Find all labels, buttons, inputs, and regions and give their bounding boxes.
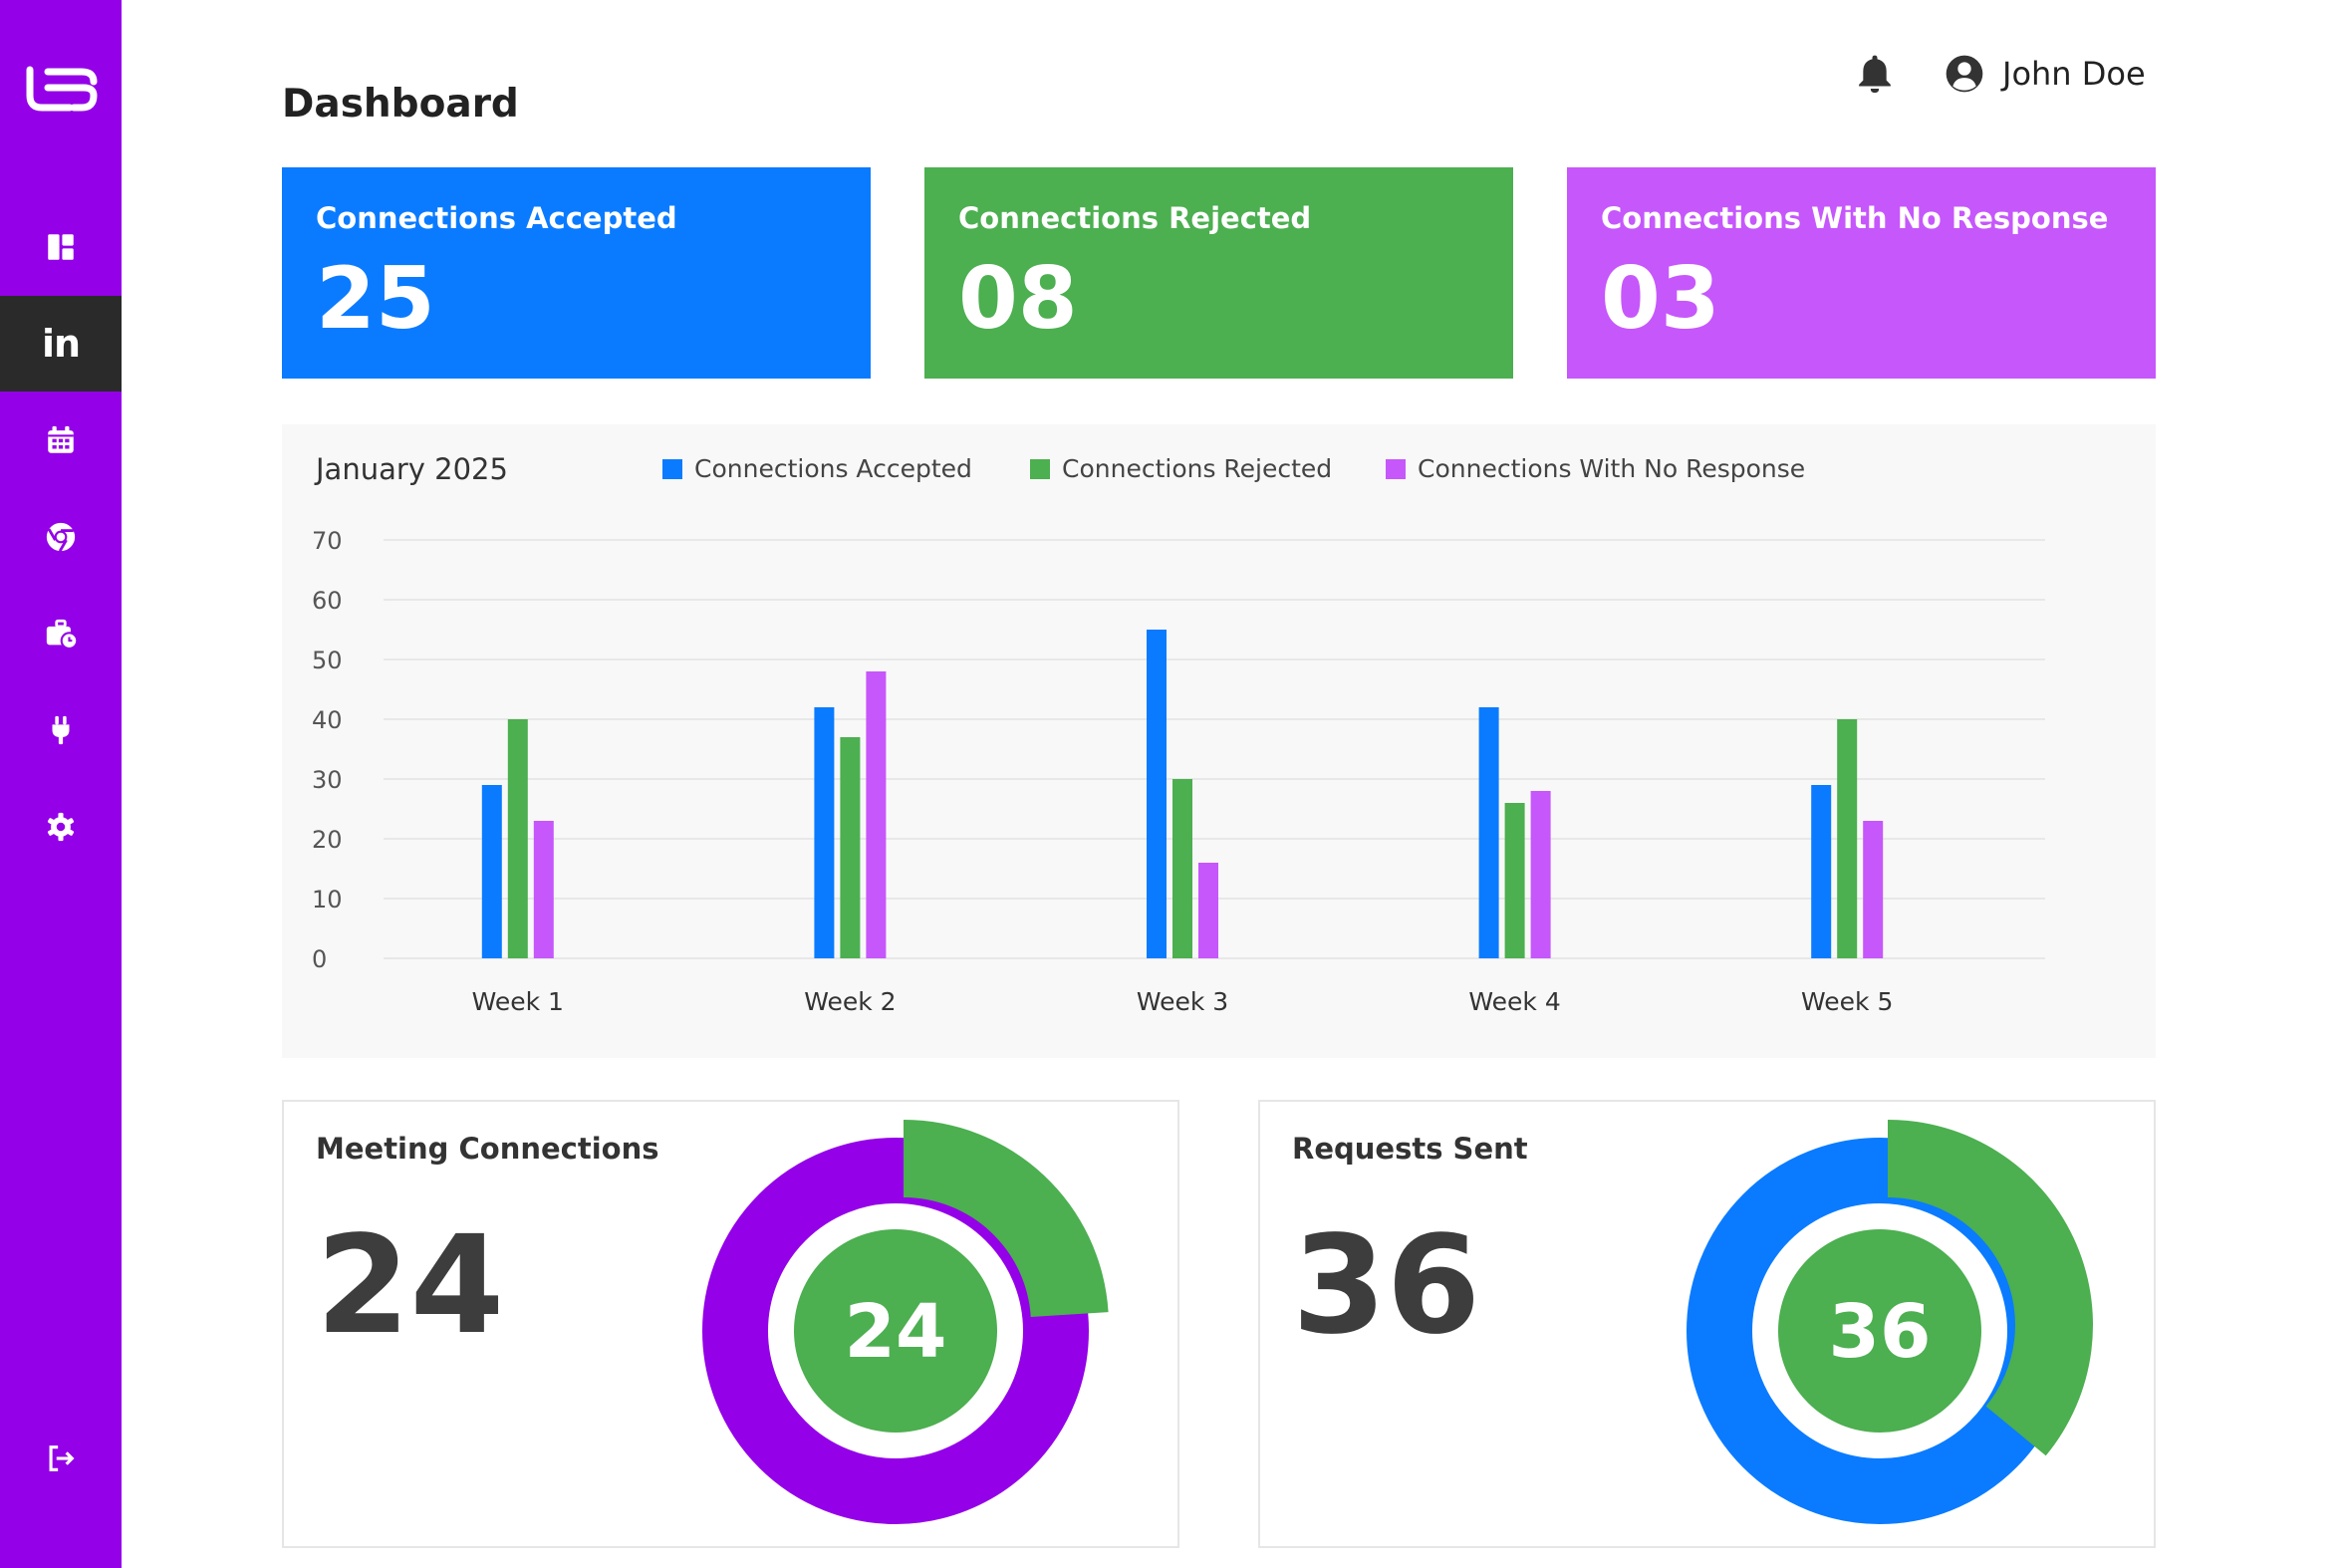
legend-label: Connections Rejected bbox=[1062, 454, 1333, 483]
sidebar-item-integrations[interactable] bbox=[0, 682, 122, 778]
y-tick-label: 40 bbox=[312, 706, 343, 734]
x-tick-label: Week 5 bbox=[1801, 987, 1893, 1016]
bar[interactable] bbox=[533, 821, 554, 958]
bar[interactable] bbox=[1504, 803, 1525, 958]
requests-donut: 36 bbox=[1687, 1120, 2093, 1524]
y-tick-label: 0 bbox=[312, 945, 327, 973]
sidebar: in bbox=[0, 0, 122, 1568]
stat-label: Connections With No Response bbox=[1601, 201, 2109, 235]
bar[interactable] bbox=[507, 719, 528, 958]
y-tick-label: 30 bbox=[312, 766, 343, 794]
bar[interactable] bbox=[1811, 785, 1832, 958]
bar[interactable] bbox=[840, 737, 861, 958]
stat-value: 08 bbox=[958, 249, 1078, 349]
donut-slice[interactable] bbox=[1888, 1120, 2093, 1456]
bell-icon[interactable] bbox=[1855, 52, 1895, 96]
briefcase-clock-icon bbox=[46, 619, 78, 650]
card-value: 36 bbox=[1292, 1207, 1481, 1365]
stat-card-accepted[interactable]: Connections Accepted 25 bbox=[282, 167, 871, 379]
legend-swatch bbox=[662, 458, 682, 479]
meeting-connections-card: 24 Meeting Connections 24 bbox=[282, 1100, 1179, 1548]
bar-chart: 0 10 20 30 40 50 60 70 Week 1 Week 2 Week 3 Week 4 W… bbox=[312, 527, 2045, 1016]
bar[interactable] bbox=[1530, 791, 1551, 958]
y-tick-label: 20 bbox=[312, 826, 343, 854]
calendar-icon bbox=[48, 425, 74, 453]
bar[interactable] bbox=[1863, 821, 1884, 958]
bar[interactable] bbox=[1172, 779, 1192, 958]
stat-card-rejected[interactable]: Connections Rejected 08 bbox=[924, 167, 1513, 379]
page-title: Dashboard bbox=[282, 82, 519, 127]
logout-button[interactable] bbox=[0, 1411, 122, 1506]
donut-ring[interactable] bbox=[702, 1138, 1089, 1524]
y-tick-label: 50 bbox=[312, 647, 343, 674]
card-value: 24 bbox=[316, 1207, 505, 1365]
stat-label: Connections Accepted bbox=[316, 201, 677, 235]
card-title: Requests Sent bbox=[1292, 1132, 1528, 1166]
x-tick-label: Week 3 bbox=[1137, 987, 1228, 1016]
donut-center-value: 36 bbox=[1829, 1289, 1932, 1375]
stat-card-no-response[interactable]: Connections With No Response 03 bbox=[1567, 167, 2156, 379]
plug-icon bbox=[52, 715, 70, 745]
chart-title: January 2025 bbox=[316, 452, 508, 486]
sidebar-item-dashboard[interactable] bbox=[0, 199, 122, 295]
stat-label: Connections Rejected bbox=[958, 201, 1312, 235]
bar[interactable] bbox=[481, 785, 502, 958]
donut-center bbox=[1778, 1229, 1981, 1433]
gear-icon bbox=[47, 812, 75, 842]
legend-swatch bbox=[1030, 458, 1050, 479]
user-name: John Doe bbox=[2002, 55, 2146, 93]
card-title: Meeting Connections bbox=[316, 1132, 659, 1166]
y-tick-label: 60 bbox=[312, 587, 343, 615]
sidebar-item-settings[interactable] bbox=[0, 779, 122, 875]
sidebar-item-chrome[interactable] bbox=[0, 489, 122, 585]
donut-slice[interactable] bbox=[904, 1120, 1109, 1317]
user-avatar-icon bbox=[1946, 55, 1983, 93]
bar[interactable] bbox=[1147, 630, 1167, 958]
bar[interactable] bbox=[1478, 707, 1499, 958]
chrome-icon bbox=[46, 522, 76, 552]
meeting-donut: 24 bbox=[702, 1120, 1109, 1524]
bar-chart-panel: 0 10 20 30 40 50 60 70 Week 1 Week 2 Week 3 Week 4 W… bbox=[282, 424, 2156, 1058]
logout-icon bbox=[49, 1445, 75, 1471]
bar[interactable] bbox=[1198, 863, 1218, 958]
linked-logo-icon[interactable] bbox=[22, 66, 100, 114]
linkedin-icon: in bbox=[41, 322, 81, 366]
legend-item-rejected[interactable]: Connections Rejected bbox=[1030, 454, 1332, 483]
user-menu[interactable]: John Doe bbox=[1945, 50, 2146, 98]
bar[interactable] bbox=[814, 707, 835, 958]
sidebar-item-jobs[interactable] bbox=[0, 586, 122, 681]
stat-value: 25 bbox=[316, 249, 435, 349]
stat-value: 03 bbox=[1601, 249, 1720, 349]
bar[interactable] bbox=[866, 671, 887, 958]
legend-label: Connections With No Response bbox=[1418, 454, 1806, 483]
sidebar-item-linkedin[interactable]: in bbox=[0, 296, 122, 392]
x-tick-label: Week 2 bbox=[804, 987, 896, 1016]
bar[interactable] bbox=[1837, 719, 1858, 958]
requests-sent-card: 36 Requests Sent 36 bbox=[1258, 1100, 2156, 1548]
sidebar-item-calendar[interactable] bbox=[0, 392, 122, 488]
donut-center bbox=[794, 1229, 997, 1433]
donut-center-value: 24 bbox=[845, 1289, 947, 1375]
y-tick-label: 70 bbox=[312, 527, 343, 555]
legend-item-accepted[interactable]: Connections Accepted bbox=[662, 454, 972, 483]
dashboard-icon bbox=[48, 234, 74, 260]
legend-swatch bbox=[1386, 458, 1406, 479]
x-tick-label: Week 1 bbox=[472, 987, 564, 1016]
legend-item-no-response[interactable]: Connections With No Response bbox=[1386, 454, 1805, 483]
legend-label: Connections Accepted bbox=[694, 454, 972, 483]
y-tick-label: 10 bbox=[312, 886, 343, 914]
x-tick-label: Week 4 bbox=[1468, 987, 1560, 1016]
